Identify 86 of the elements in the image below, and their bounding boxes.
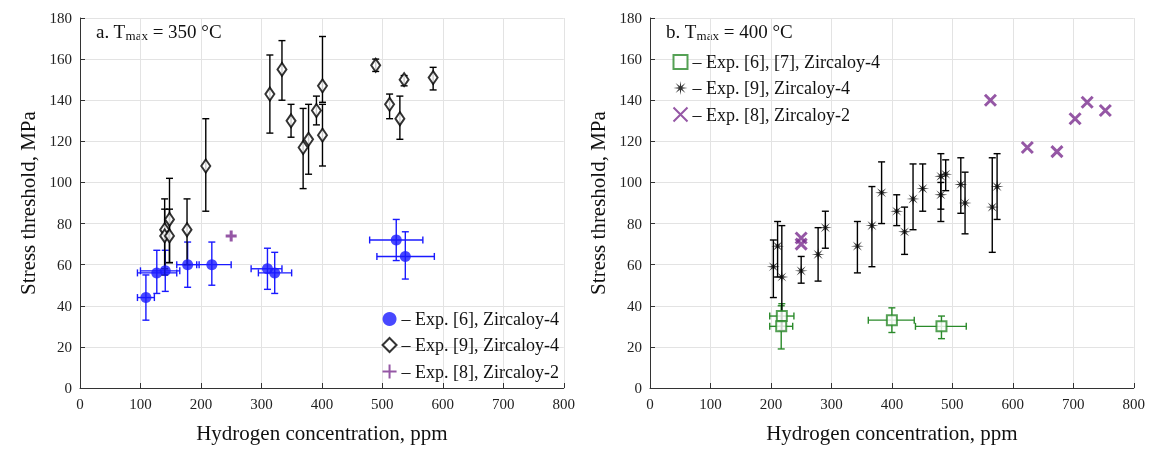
point <box>394 111 406 127</box>
y-tick-label: 40 <box>627 297 642 314</box>
x-axis-title: Hydrogen concentration, ppm <box>766 420 1018 445</box>
point <box>384 96 396 112</box>
point <box>200 158 212 174</box>
x-tick-label: 400 <box>880 395 904 412</box>
x-tick-label: 800 <box>1122 395 1145 412</box>
y-tick-label: 0 <box>64 380 72 396</box>
x-tick-label: 700 <box>492 395 515 412</box>
legend-label: – Exp. [9], Zircaloy-4 <box>400 335 560 355</box>
x-tick-label: 100 <box>129 395 152 412</box>
y-tick-label: 20 <box>57 338 72 355</box>
point <box>390 234 402 246</box>
x-tick-label: 300 <box>820 395 843 412</box>
point <box>224 228 239 243</box>
point <box>316 127 328 143</box>
legend-label: – Exp. [8], Zircaloy-2 <box>691 104 850 125</box>
x-tick-label: 0 <box>76 395 84 412</box>
point <box>316 78 328 94</box>
point <box>985 200 999 214</box>
x-tick-label: 400 <box>310 395 334 412</box>
x-tick-label: 800 <box>552 395 575 412</box>
point <box>775 270 789 284</box>
x-tick-label: 700 <box>1062 395 1085 412</box>
point <box>427 70 439 86</box>
y-tick-label: 100 <box>49 174 72 191</box>
y-tick-label: 80 <box>57 215 72 232</box>
point <box>264 86 276 102</box>
point <box>276 61 288 77</box>
x-tick-label: 500 <box>371 395 394 412</box>
point <box>206 259 218 271</box>
point <box>399 250 411 262</box>
legend-label: – Exp. [6], Zircaloy-4 <box>400 309 560 329</box>
point <box>182 259 194 271</box>
y-axis-title: Stress threshold, MPa <box>586 110 611 295</box>
point <box>163 211 175 227</box>
point <box>916 182 930 196</box>
point <box>310 103 322 118</box>
legend-label: – Exp. [8], Zircaloy-2 <box>400 361 560 382</box>
y-tick-label: 120 <box>619 133 642 150</box>
point <box>983 93 998 108</box>
point <box>140 292 152 304</box>
y-tick-label: 40 <box>57 297 72 314</box>
y-tick-label: 60 <box>57 256 72 273</box>
y-tick-label: 180 <box>619 10 642 26</box>
y-tick-label: 140 <box>49 92 72 109</box>
point <box>1020 140 1035 155</box>
x-tick-label: 600 <box>1001 395 1025 412</box>
point <box>303 131 315 147</box>
y-tick-label: 160 <box>49 51 72 68</box>
x-tick-label: 200 <box>759 395 783 412</box>
point <box>159 265 171 277</box>
point <box>163 228 175 244</box>
y-tick-label: 60 <box>627 256 642 273</box>
point <box>285 113 297 129</box>
point <box>297 140 309 155</box>
y-axis-title: Stress threshold, MPa <box>16 110 41 295</box>
x-tick-label: 300 <box>250 395 273 412</box>
point <box>1098 103 1113 118</box>
x-tick-label: 0 <box>646 395 654 412</box>
point <box>775 320 788 333</box>
point <box>954 178 968 191</box>
legend-label: – Exp. [6], [7], Zircaloy-4 <box>691 52 880 72</box>
y-tick-label: 0 <box>634 380 642 396</box>
point <box>850 239 864 253</box>
y-tick-label: 20 <box>627 338 642 355</box>
point <box>181 222 193 238</box>
x-axis-title: Hydrogen concentration, ppm <box>196 420 448 445</box>
y-tick-label: 180 <box>49 10 72 26</box>
y-tick-label: 80 <box>627 215 642 232</box>
x-tick-label: 500 <box>941 395 964 412</box>
x-tick-label: 600 <box>431 395 455 412</box>
y-tick-label: 160 <box>619 51 642 68</box>
point <box>1068 111 1083 126</box>
y-tick-label: 140 <box>619 92 642 109</box>
x-tick-label: 100 <box>699 395 722 412</box>
legend-label: – Exp. [9], Zircaloy-4 <box>691 78 850 98</box>
point <box>958 196 972 210</box>
y-tick-label: 100 <box>619 174 642 191</box>
point <box>1049 144 1064 159</box>
point <box>1080 95 1095 110</box>
y-tick-label: 120 <box>49 133 72 150</box>
x-tick-label: 200 <box>189 395 213 412</box>
point <box>269 267 281 279</box>
point <box>885 314 898 327</box>
point <box>935 320 948 333</box>
